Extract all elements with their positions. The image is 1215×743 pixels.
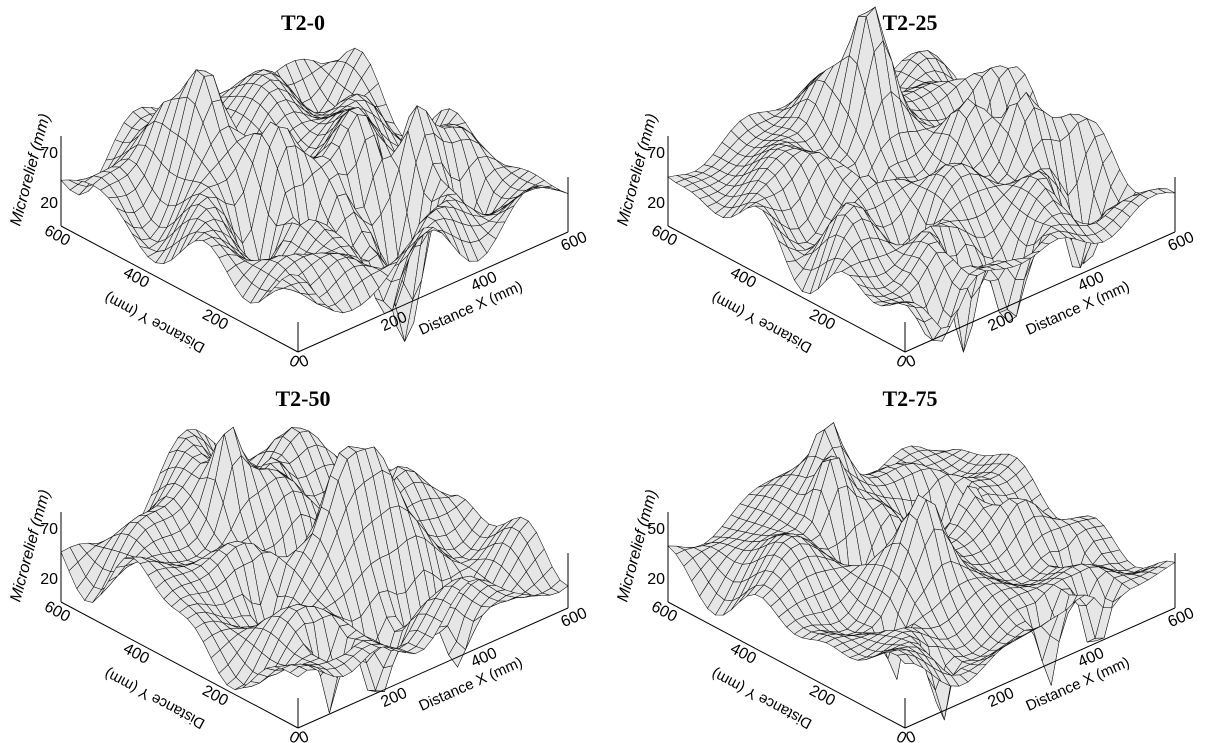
z-tick-label: 50 [647, 521, 665, 538]
y-axis-label: Distance Y (mm) [102, 665, 208, 732]
surface-mesh [667, 6, 1176, 353]
x-tick-label: 200 [986, 685, 1017, 711]
surface-plot-t2-75: T2-75 600 400 200 0 0 200 400 600 20 50 … [614, 386, 1197, 743]
x-axis-line [904, 231, 1176, 353]
y-tick-label: 600 [648, 222, 680, 250]
x-tick-label: 0 [297, 352, 312, 371]
surface-cell [289, 666, 308, 678]
y-tick-label: 400 [120, 264, 152, 292]
surface-plot-t2-50: T2-50 600 400 200 0 0 200 400 600 20 70 … [7, 386, 590, 743]
surface-plot-t2-25: T2-25 600 400 200 0 0 200 400 600 20 70 … [614, 6, 1197, 372]
z-tick-label: 20 [647, 195, 665, 212]
x-tick-label: 0 [297, 728, 312, 743]
x-tick-label: 600 [559, 605, 590, 631]
surface-plot-t2-0: T2-0 600 400 200 0 0 200 400 600 20 70 D… [7, 10, 590, 372]
surface-cell [289, 274, 308, 283]
y-tick-label: 200 [806, 306, 838, 334]
y-axis-line [667, 225, 906, 353]
surface-cell [897, 300, 915, 304]
z-tick-label: 70 [40, 145, 58, 162]
y-tick-label: 600 [648, 598, 680, 626]
y-tick-label: 400 [727, 640, 759, 668]
surface-panel-t2-75: T2-75 600 400 200 0 0 200 400 600 20 50 … [607, 371, 1214, 743]
z-tick-label: 70 [40, 521, 58, 538]
surface-panel-t2-50: T2-50 600 400 200 0 0 200 400 600 20 70 … [0, 371, 607, 743]
y-tick-label: 400 [727, 264, 759, 292]
y-axis-label: Distance Y (mm) [709, 289, 815, 356]
surface-mesh [60, 426, 569, 714]
surface-mesh [667, 422, 1176, 721]
z-tick-label: 70 [647, 145, 665, 162]
x-axis-line [297, 231, 569, 353]
surface-panel-t2-0: T2-0 600 400 200 0 0 200 400 600 20 70 D… [0, 0, 607, 372]
y-tick-label: 200 [199, 306, 231, 334]
y-axis-label: Distance Y (mm) [102, 289, 208, 356]
surface-panel-t2-25: T2-25 600 400 200 0 0 200 400 600 20 70 … [607, 0, 1214, 372]
y-axis-line [60, 601, 299, 729]
y-tick-label: 600 [41, 598, 73, 626]
x-tick-label: 600 [1166, 605, 1197, 631]
surface-mesh [60, 47, 569, 343]
z-tick-label: 20 [647, 571, 665, 588]
x-tick-label: 0 [904, 728, 919, 743]
chart-title: T2-75 [883, 386, 938, 411]
y-axis-label: Distance Y (mm) [709, 665, 815, 732]
z-tick-label: 20 [40, 195, 58, 212]
x-tick-label: 600 [1166, 229, 1197, 255]
y-axis-line [60, 225, 299, 353]
chart-title: T2-0 [281, 10, 325, 35]
x-axis-line [904, 607, 1176, 729]
x-tick-label: 600 [559, 229, 590, 255]
y-tick-label: 200 [806, 682, 838, 710]
x-tick-label: 0 [904, 352, 919, 371]
y-tick-label: 600 [41, 222, 73, 250]
x-axis-line [297, 607, 569, 729]
surface-cell [896, 653, 915, 664]
y-axis-line [667, 601, 906, 729]
y-tick-label: 200 [199, 682, 231, 710]
z-tick-label: 20 [40, 571, 58, 588]
y-tick-label: 400 [120, 640, 152, 668]
chart-title: T2-25 [883, 10, 938, 35]
chart-title: T2-50 [276, 386, 331, 411]
